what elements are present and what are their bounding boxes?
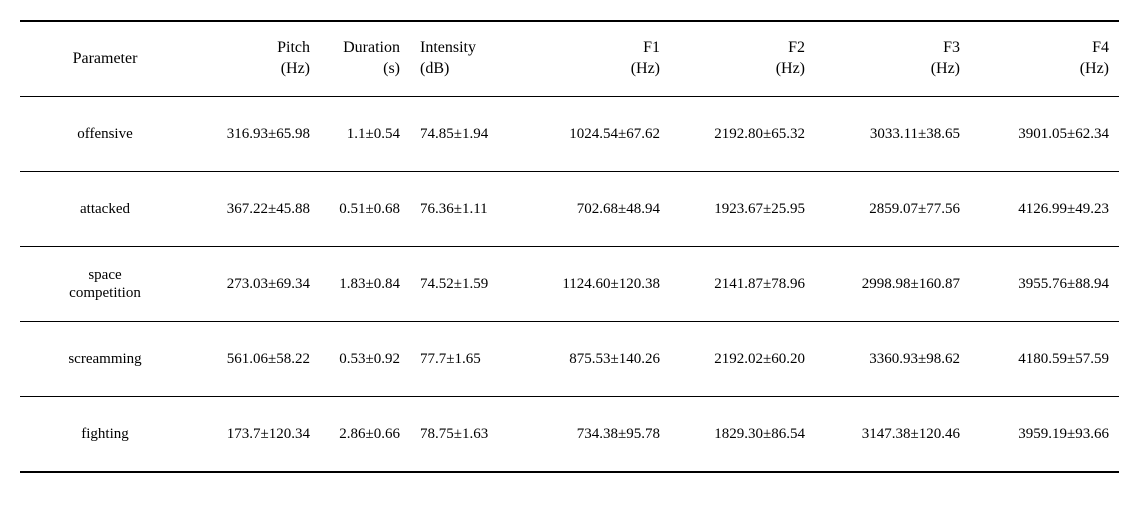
- data-cell: 2192.80±65.32: [670, 97, 815, 172]
- header-unit: (Hz): [200, 59, 310, 80]
- table-row: attacked 367.22±45.880.51±0.6876.36±1.117…: [20, 172, 1119, 247]
- data-cell: 4126.99±49.23: [970, 172, 1119, 247]
- data-cell: 0.53±0.92: [320, 322, 410, 397]
- header-f1: F1 (Hz): [510, 21, 670, 97]
- header-f4: F4 (Hz): [970, 21, 1119, 97]
- data-cell: 74.52±1.59: [410, 247, 510, 322]
- data-cell: 1923.67±25.95: [670, 172, 815, 247]
- data-cell: 77.7±1.65: [410, 322, 510, 397]
- row-label-cell: screamming: [20, 322, 190, 397]
- row-label: offensive: [30, 125, 180, 143]
- row-label-cell: offensive: [20, 97, 190, 172]
- table-body: offensive316.93±65.981.1±0.5474.85±1.941…: [20, 97, 1119, 473]
- header-label: Duration: [330, 38, 400, 59]
- table-row: spacecompetition 273.03±69.341.83±0.8474.…: [20, 247, 1119, 322]
- data-cell: 2.86±0.66: [320, 397, 410, 473]
- data-cell: 78.75±1.63: [410, 397, 510, 473]
- table-header-row: Parameter Pitch (Hz) Duration (s) Intens…: [20, 21, 1119, 97]
- header-unit: (dB): [420, 59, 500, 80]
- row-label: screamming: [30, 350, 180, 368]
- data-cell: 4180.59±57.59: [970, 322, 1119, 397]
- header-pitch: Pitch (Hz): [190, 21, 320, 97]
- data-cell: 2192.02±60.20: [670, 322, 815, 397]
- data-cell: 1124.60±120.38: [510, 247, 670, 322]
- row-label: spacecompetition: [30, 266, 180, 302]
- data-cell: 3360.93±98.62: [815, 322, 970, 397]
- data-cell: 1024.54±67.62: [510, 97, 670, 172]
- row-label-cell: attacked: [20, 172, 190, 247]
- header-label: Intensity: [420, 38, 500, 59]
- header-unit: (s): [330, 59, 400, 80]
- row-label-cell: fighting: [20, 397, 190, 473]
- header-duration: Duration (s): [320, 21, 410, 97]
- header-unit: (Hz): [520, 59, 660, 80]
- header-label: F1: [520, 38, 660, 59]
- data-cell: 3147.38±120.46: [815, 397, 970, 473]
- data-cell: 3955.76±88.94: [970, 247, 1119, 322]
- data-cell: 1.83±0.84: [320, 247, 410, 322]
- header-parameter: Parameter: [20, 21, 190, 97]
- data-cell: 2141.87±78.96: [670, 247, 815, 322]
- data-cell: 367.22±45.88: [190, 172, 320, 247]
- header-unit: (Hz): [980, 59, 1109, 80]
- header-label: F4: [980, 38, 1109, 59]
- data-cell: 273.03±69.34: [190, 247, 320, 322]
- header-intensity: Intensity (dB): [410, 21, 510, 97]
- header-f2: F2 (Hz): [670, 21, 815, 97]
- row-label: attacked: [30, 200, 180, 218]
- data-cell: 2859.07±77.56: [815, 172, 970, 247]
- table-row: screamming 561.06±58.220.53±0.9277.7±1.65…: [20, 322, 1119, 397]
- header-label: Pitch: [200, 38, 310, 59]
- data-cell: 702.68±48.94: [510, 172, 670, 247]
- data-cell: 3959.19±93.66: [970, 397, 1119, 473]
- data-cell: 74.85±1.94: [410, 97, 510, 172]
- data-cell: 2998.98±160.87: [815, 247, 970, 322]
- header-label: F2: [680, 38, 805, 59]
- data-cell: 1.1±0.54: [320, 97, 410, 172]
- data-cell: 173.7±120.34: [190, 397, 320, 473]
- table-row: fighting 173.7±120.342.86±0.6678.75±1.637…: [20, 397, 1119, 473]
- data-table: Parameter Pitch (Hz) Duration (s) Intens…: [20, 20, 1119, 473]
- data-cell: 3901.05±62.34: [970, 97, 1119, 172]
- data-cell: 1829.30±86.54: [670, 397, 815, 473]
- row-label-cell: spacecompetition: [20, 247, 190, 322]
- data-cell: 875.53±140.26: [510, 322, 670, 397]
- header-unit: (Hz): [680, 59, 805, 80]
- data-cell: 0.51±0.68: [320, 172, 410, 247]
- header-label: Parameter: [30, 49, 180, 70]
- row-label: fighting: [30, 425, 180, 443]
- data-cell: 3033.11±38.65: [815, 97, 970, 172]
- header-label: F3: [825, 38, 960, 59]
- data-cell: 734.38±95.78: [510, 397, 670, 473]
- header-unit: (Hz): [825, 59, 960, 80]
- table-row: offensive 316.93±65.981.1±0.5474.85±1.941…: [20, 97, 1119, 172]
- data-cell: 561.06±58.22: [190, 322, 320, 397]
- header-f3: F3 (Hz): [815, 21, 970, 97]
- data-cell: 76.36±1.11: [410, 172, 510, 247]
- data-cell: 316.93±65.98: [190, 97, 320, 172]
